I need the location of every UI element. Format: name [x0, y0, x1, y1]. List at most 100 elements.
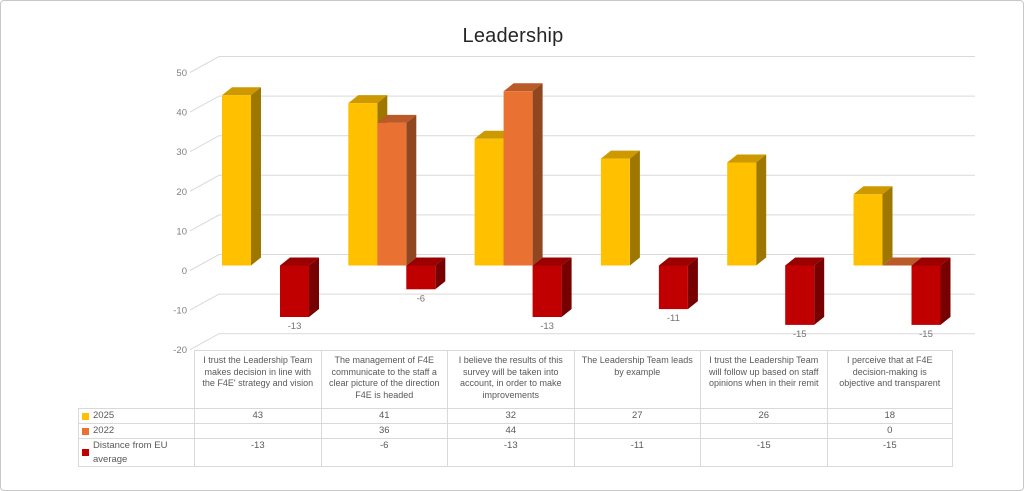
bar-face-top [377, 114, 417, 123]
bar-face-side [561, 257, 572, 317]
bar-face-side [882, 186, 893, 266]
bar-face-top [853, 186, 893, 195]
bar-face-front [474, 138, 504, 266]
value-cell: -13 [194, 438, 321, 467]
bar-face-top [532, 257, 572, 266]
legend-label: 2022 [93, 425, 115, 437]
bar-face-side [309, 257, 319, 317]
bar-face-front [785, 265, 815, 325]
value-cell: 41 [320, 408, 447, 423]
data-labels: -13 -6 -13 -11 -15 -15 [288, 293, 933, 340]
bar-face-front [911, 265, 941, 325]
value-cell [573, 423, 700, 438]
legend-swatch-icon [82, 427, 89, 435]
value-cell: 44 [447, 423, 574, 438]
bar-face-front [222, 95, 251, 266]
bar-2022-cat2 [377, 114, 417, 266]
value-cell: 36 [320, 423, 447, 438]
bar-face-front [348, 103, 378, 266]
legend-swatch-icon [82, 412, 89, 420]
data-label: -6 [417, 293, 425, 304]
value-cell [194, 423, 321, 438]
category-label: The management of F4E communicate to the… [320, 350, 447, 408]
category-label: I perceive that at F4E decision-making i… [826, 350, 953, 408]
bar-Distance from EU average-cat4 [658, 257, 698, 310]
bar-face-top [658, 257, 698, 266]
bar-face-front [600, 158, 630, 266]
bar-face-top [222, 87, 261, 96]
y-axis-tick-label: 40 [176, 108, 187, 119]
gridline [189, 56, 975, 73]
gridline [189, 135, 975, 153]
bar-face-side [251, 87, 261, 266]
bar-face-side [814, 257, 825, 325]
y-axis-tick-label: 30 [176, 147, 187, 158]
value-cell: -15 [700, 438, 827, 467]
bar-face-side [629, 150, 640, 266]
series-row: 2025 43 41 32 27 26 18 [78, 408, 953, 423]
value-cell: 26 [700, 408, 827, 423]
value-cell: 43 [194, 408, 321, 423]
gridline [189, 214, 975, 232]
legend-key: 2022 [78, 423, 194, 438]
legend-swatch-icon [82, 449, 89, 456]
bar-Distance from EU average-cat6 [911, 257, 951, 325]
data-table: I trust the Leadership Team makes decisi… [78, 350, 953, 467]
category-label: I trust the Leadership Team makes decisi… [194, 350, 321, 408]
category-label: I believe the results of this survey wil… [447, 350, 574, 408]
chart-title: Leadership [462, 25, 564, 47]
value-cell: 18 [826, 408, 953, 423]
data-label: -13 [288, 321, 302, 332]
bars [222, 83, 951, 325]
bar-face-top [348, 95, 388, 104]
bar-face-front [503, 91, 533, 266]
bar-face-front [727, 162, 757, 266]
bar-face-top [727, 154, 767, 163]
value-cell: -13 [447, 438, 574, 467]
y-axis-tick-label: 20 [176, 187, 187, 198]
bar-face-side [532, 83, 543, 266]
bar-Distance from EU average-cat3 [532, 257, 572, 317]
value-cell [700, 423, 827, 438]
bar-face-front [853, 194, 883, 266]
bar-Distance from EU average-cat5 [785, 257, 825, 325]
bar-2025-cat5 [727, 154, 767, 266]
bar-face-top [503, 83, 543, 92]
bar-face-side [435, 257, 446, 290]
bar-face-front [280, 265, 309, 317]
bar-face-top [911, 257, 951, 266]
category-label: The Leadership Team leads by example [573, 350, 700, 408]
value-cell: -15 [826, 438, 953, 467]
series-row: 2022 36 44 0 [78, 423, 953, 438]
bar-2022-cat3 [503, 83, 543, 266]
bar-face-front [658, 265, 688, 310]
value-cell: 0 [826, 423, 953, 438]
y-axis-tick-label: 0 [182, 266, 187, 277]
data-label: -15 [793, 329, 807, 340]
legend-key: 2025 [78, 408, 194, 423]
value-cell: 27 [573, 408, 700, 423]
legend-label: Distance from EU average [93, 440, 168, 465]
category-header-row: I trust the Leadership Team makes decisi… [194, 350, 953, 408]
bar-face-side [756, 154, 767, 266]
legend-key: Distance from EU average [78, 438, 194, 467]
bar-Distance from EU average-cat1 [280, 257, 319, 317]
bar-2025-cat1 [222, 87, 261, 266]
y-axis-tick-label: -10 [173, 306, 187, 317]
bar-2022-cat6 [882, 257, 922, 266]
bar-Distance from EU average-cat2 [406, 257, 446, 290]
y-axis-tick-label: -20 [173, 345, 187, 356]
bar-face-front [532, 265, 562, 317]
gridline [189, 174, 975, 192]
value-cell: -6 [320, 438, 447, 467]
data-label: -15 [919, 329, 933, 340]
bar-2025-cat4 [600, 150, 640, 266]
bar-face-front [406, 265, 436, 290]
gridline [189, 333, 975, 351]
legend-label: 2025 [93, 410, 115, 422]
data-label: -11 [667, 313, 680, 324]
gridlines: 50 40 30 20 10 0 -10 -20 [173, 56, 975, 356]
bar-face-front [377, 122, 407, 266]
y-axis-tick-label: 50 [176, 68, 187, 79]
